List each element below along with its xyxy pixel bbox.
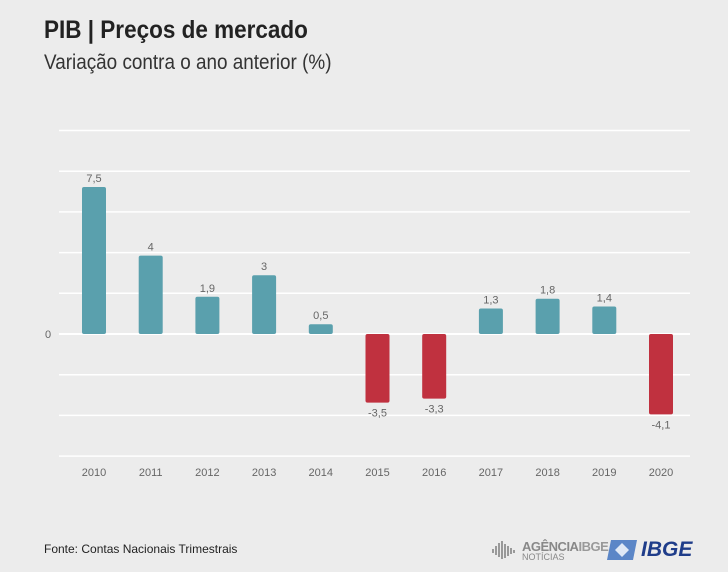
agencia-ibge-logo: AGÊNCIAIBGE NOTÍCIAS (492, 540, 609, 562)
x-tick-label: 2019 (592, 467, 616, 479)
bar-2020 (649, 334, 673, 415)
data-label: 1,9 (200, 283, 215, 295)
x-tick-label: 2010 (82, 467, 106, 479)
bar-2013 (252, 275, 277, 334)
y-tick-label: 0 (45, 329, 51, 341)
bar-2010 (82, 187, 106, 334)
x-tick-label: 2015 (365, 467, 389, 479)
x-tick-label: 2018 (535, 467, 559, 479)
bar-2011 (138, 255, 163, 334)
x-tick-label: 2014 (309, 467, 333, 479)
data-label: 1,8 (540, 285, 555, 297)
chart-subtitle: Variação contra o ano anterior (%) (44, 51, 332, 74)
data-label: 1,4 (597, 293, 612, 305)
data-label: 7,5 (86, 173, 101, 185)
data-label: 0,5 (313, 310, 328, 322)
source-note: Fonte: Contas Nacionais Trimestrais (44, 542, 238, 556)
bar-2015 (365, 334, 390, 403)
data-label: -3,3 (425, 404, 444, 416)
x-tick-label: 2013 (252, 467, 276, 479)
x-tick-label: 2020 (649, 467, 673, 479)
data-label: 1,3 (483, 295, 498, 307)
bar-2018 (535, 298, 560, 334)
x-tick-label: 2016 (422, 467, 446, 479)
bar-2012 (195, 296, 220, 334)
x-tick-label: 2017 (479, 467, 503, 479)
ibge-logo-icon (607, 540, 637, 560)
data-label: -3,5 (368, 408, 387, 420)
x-tick-label: 2012 (195, 467, 219, 479)
x-tick-label: 2011 (139, 467, 163, 479)
data-label: 4 (148, 242, 154, 254)
ibge-logo: IBGE (607, 539, 692, 560)
data-label: 3 (261, 261, 267, 273)
agencia-logo-icon (492, 541, 515, 559)
bar-2016 (422, 334, 447, 399)
bar-2017 (478, 308, 503, 334)
bar-2014 (308, 324, 333, 334)
bar-2019 (592, 306, 617, 334)
data-label: -4,1 (652, 419, 671, 431)
chart-title: PIB | Preços de mercado (44, 16, 308, 44)
